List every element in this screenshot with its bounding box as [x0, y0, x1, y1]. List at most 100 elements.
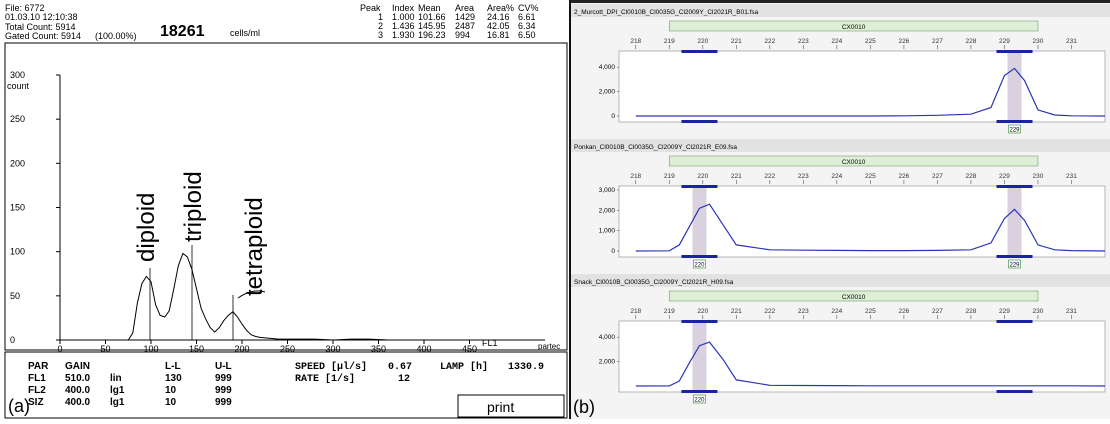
peak-table-cell: 196.23: [418, 30, 446, 40]
size-tick-label: 231: [1066, 308, 1077, 315]
lamp-value: 1330.9: [508, 362, 544, 373]
size-tick-label: 231: [1066, 38, 1077, 45]
settings-cell: SIZ: [28, 397, 44, 408]
x-tick-label: 250: [280, 344, 295, 354]
histogram-line: [60, 252, 515, 341]
settings-cell: 130: [165, 373, 182, 384]
size-tick-label: 231: [1066, 173, 1077, 180]
size-tick-label: 218: [630, 308, 641, 315]
size-tick-label: 220: [697, 38, 708, 45]
peak-table-cell: 2487: [455, 21, 475, 31]
x-tick-label: 300: [325, 344, 340, 354]
peak-table-cell: 6.61: [518, 12, 536, 22]
tetraploid-pointer: [237, 290, 266, 299]
allele-call-label: 229: [1009, 128, 1020, 134]
peak-table-cell: 1: [378, 12, 383, 22]
settings-header: GAIN: [65, 361, 90, 372]
annotation-triploid: triploid: [180, 171, 207, 242]
bin-marker-top: [681, 320, 718, 323]
x-tick-label: 350: [371, 344, 386, 354]
peak-table-cell: 6.50: [518, 30, 536, 40]
peak-table-header: CV%: [518, 3, 539, 13]
x-tick-label: 100: [143, 344, 158, 354]
electropherogram-2: Ponkan_Cl0010B_Cl0035G_Cl2009Y_Cl2021R_E…: [571, 139, 1110, 269]
size-tick-label: 228: [966, 173, 977, 180]
size-tick-label: 220: [697, 308, 708, 315]
bin-label: CX0010: [842, 24, 866, 31]
cell-concentration-value: 18261: [160, 23, 205, 40]
settings-header: U-L: [215, 361, 232, 372]
size-tick-label: 224: [831, 308, 842, 315]
allele-highlight: [692, 321, 707, 392]
lamp-label: LAMP [h]: [440, 361, 488, 373]
peak-table-cell: 42.05: [487, 21, 510, 31]
size-tick-label: 226: [898, 38, 909, 45]
rate-value: 12: [398, 374, 410, 385]
bin-marker-top: [996, 185, 1033, 188]
size-tick-label: 223: [798, 38, 809, 45]
subpanel-title-bar: [571, 139, 1110, 152]
bin-label: CX0010: [842, 159, 866, 166]
allele-call-label: 220: [694, 398, 705, 404]
y-tick-label: 150: [10, 203, 25, 213]
print-button-label: print: [487, 399, 514, 415]
x-tick-label: 150: [189, 344, 204, 354]
size-tick-label: 219: [664, 308, 675, 315]
size-tick-label: 223: [798, 308, 809, 315]
bin-bar: [668, 20, 1039, 32]
bin-marker-bottom: [996, 255, 1033, 258]
panel-b-label: (b): [573, 397, 595, 417]
x-tick-label: 50: [100, 344, 110, 354]
size-tick-label: 221: [731, 38, 742, 45]
size-tick-label: 224: [831, 38, 842, 45]
size-tick-label: 219: [664, 38, 675, 45]
size-tick-label: 227: [932, 173, 943, 180]
allele-highlight: [692, 186, 707, 257]
bin-marker-top: [681, 185, 718, 188]
bin-marker-bottom: [996, 120, 1033, 123]
size-tick-label: 225: [865, 38, 876, 45]
cell-concentration-unit: cells/ml: [230, 28, 260, 38]
capillary-electrophoresis-panel: 2_Murcott_DPI_Cl0010B_Cl0035G_Cl2009Y_Cl…: [571, 0, 1110, 419]
size-tick-label: 223: [798, 173, 809, 180]
allele-call-box: [1008, 259, 1021, 269]
settings-header: PAR: [28, 361, 49, 372]
size-tick-label: 229: [999, 38, 1010, 45]
bin-marker-bottom: [996, 390, 1033, 393]
bin-marker-bottom: [681, 390, 718, 393]
intensity-tick-label: 3,000: [599, 187, 616, 194]
peak-table-header: Peak: [360, 3, 381, 13]
plot-area: [618, 320, 1106, 393]
y-tick-label: 0: [10, 335, 15, 345]
size-tick-label: 230: [1033, 173, 1044, 180]
electropherogram-3: Snack_Cl0010B_Cl0035G_Cl2009Y_Cl2021R_H0…: [571, 274, 1110, 404]
flow-histogram-chart: File: 6772 01.03.10 12:10:38 Total Count…: [4, 3, 568, 419]
bin-bar: [668, 290, 1039, 302]
peak-table-cell: 1.436: [392, 21, 415, 31]
size-tick-label: 225: [865, 173, 876, 180]
size-tick-label: 228: [966, 308, 977, 315]
x-tick-label: 200: [234, 344, 249, 354]
allele-call-box: [693, 259, 706, 269]
intensity-tick-label: 2,000: [599, 89, 616, 96]
intensity-tick-label: 2,000: [599, 359, 616, 366]
top-border: [571, 0, 1110, 3]
x-tick-label: 400: [416, 344, 431, 354]
gated-percent-label: (100.00%): [95, 31, 137, 41]
size-tick-label: 218: [630, 38, 641, 45]
settings-frame: [4, 351, 568, 419]
speed-value: 0.67: [388, 362, 412, 373]
size-tick-label: 226: [898, 173, 909, 180]
trace-line: [635, 203, 1106, 252]
allele-call-label: 229: [1009, 263, 1020, 269]
y-tick-label: 100: [10, 247, 25, 257]
datetime-label: 01.03.10 12:10:38: [5, 12, 78, 22]
total-count-label: Total Count: 5914: [5, 22, 76, 32]
peak-table-cell: 2: [378, 21, 383, 31]
brand-label: partec: [538, 342, 560, 351]
x-axis-label: FL1: [482, 338, 498, 348]
peak-table-cell: 24.16: [487, 12, 510, 22]
print-button[interactable]: [457, 394, 565, 418]
settings-cell: 999: [215, 385, 232, 396]
y-axis-label: count: [7, 81, 30, 91]
